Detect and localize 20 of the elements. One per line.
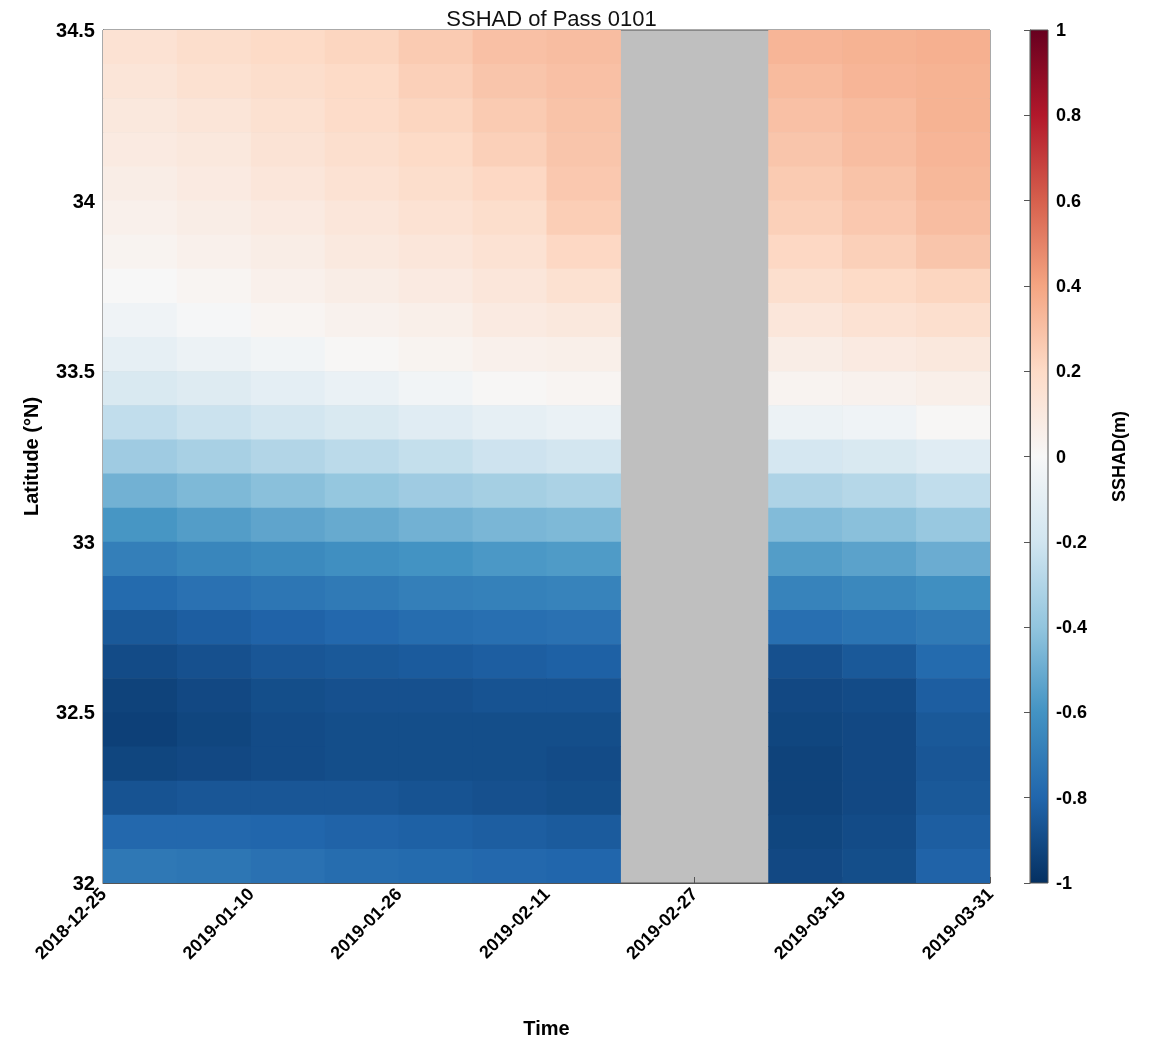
color-bar-label: 0.4 (1056, 275, 1082, 296)
color-bar-label: -0.2 (1056, 531, 1088, 552)
y-tick-label: 32.5 (56, 701, 95, 724)
color-bar-label: -1 (1056, 873, 1073, 893)
color-bar-label: 0.2 (1056, 361, 1082, 382)
y-tick-label: 33.5 (56, 360, 95, 383)
y-tick-label: 34 (72, 189, 96, 212)
y-tick-label: 33 (72, 530, 95, 553)
color-bar-title: SSHAD(m) (1109, 410, 1129, 503)
chart-title: SSHAD of Pass 0101 (446, 5, 657, 31)
color-bar-label: -0.8 (1056, 787, 1088, 808)
color-bar-label: -0.6 (1056, 702, 1088, 723)
y-tick-label: 34.5 (56, 19, 95, 41)
color-bar-label: 1 (1056, 20, 1067, 40)
x-axis-title: Time (523, 1017, 570, 1039)
color-bar-label: 0.8 (1056, 105, 1082, 126)
color-bar-label: -0.4 (1056, 617, 1088, 638)
y-axis-title: Latitude (°N) (20, 396, 42, 517)
color-bar-label: 0 (1056, 446, 1067, 467)
color-bar-label: 0.6 (1056, 190, 1082, 211)
